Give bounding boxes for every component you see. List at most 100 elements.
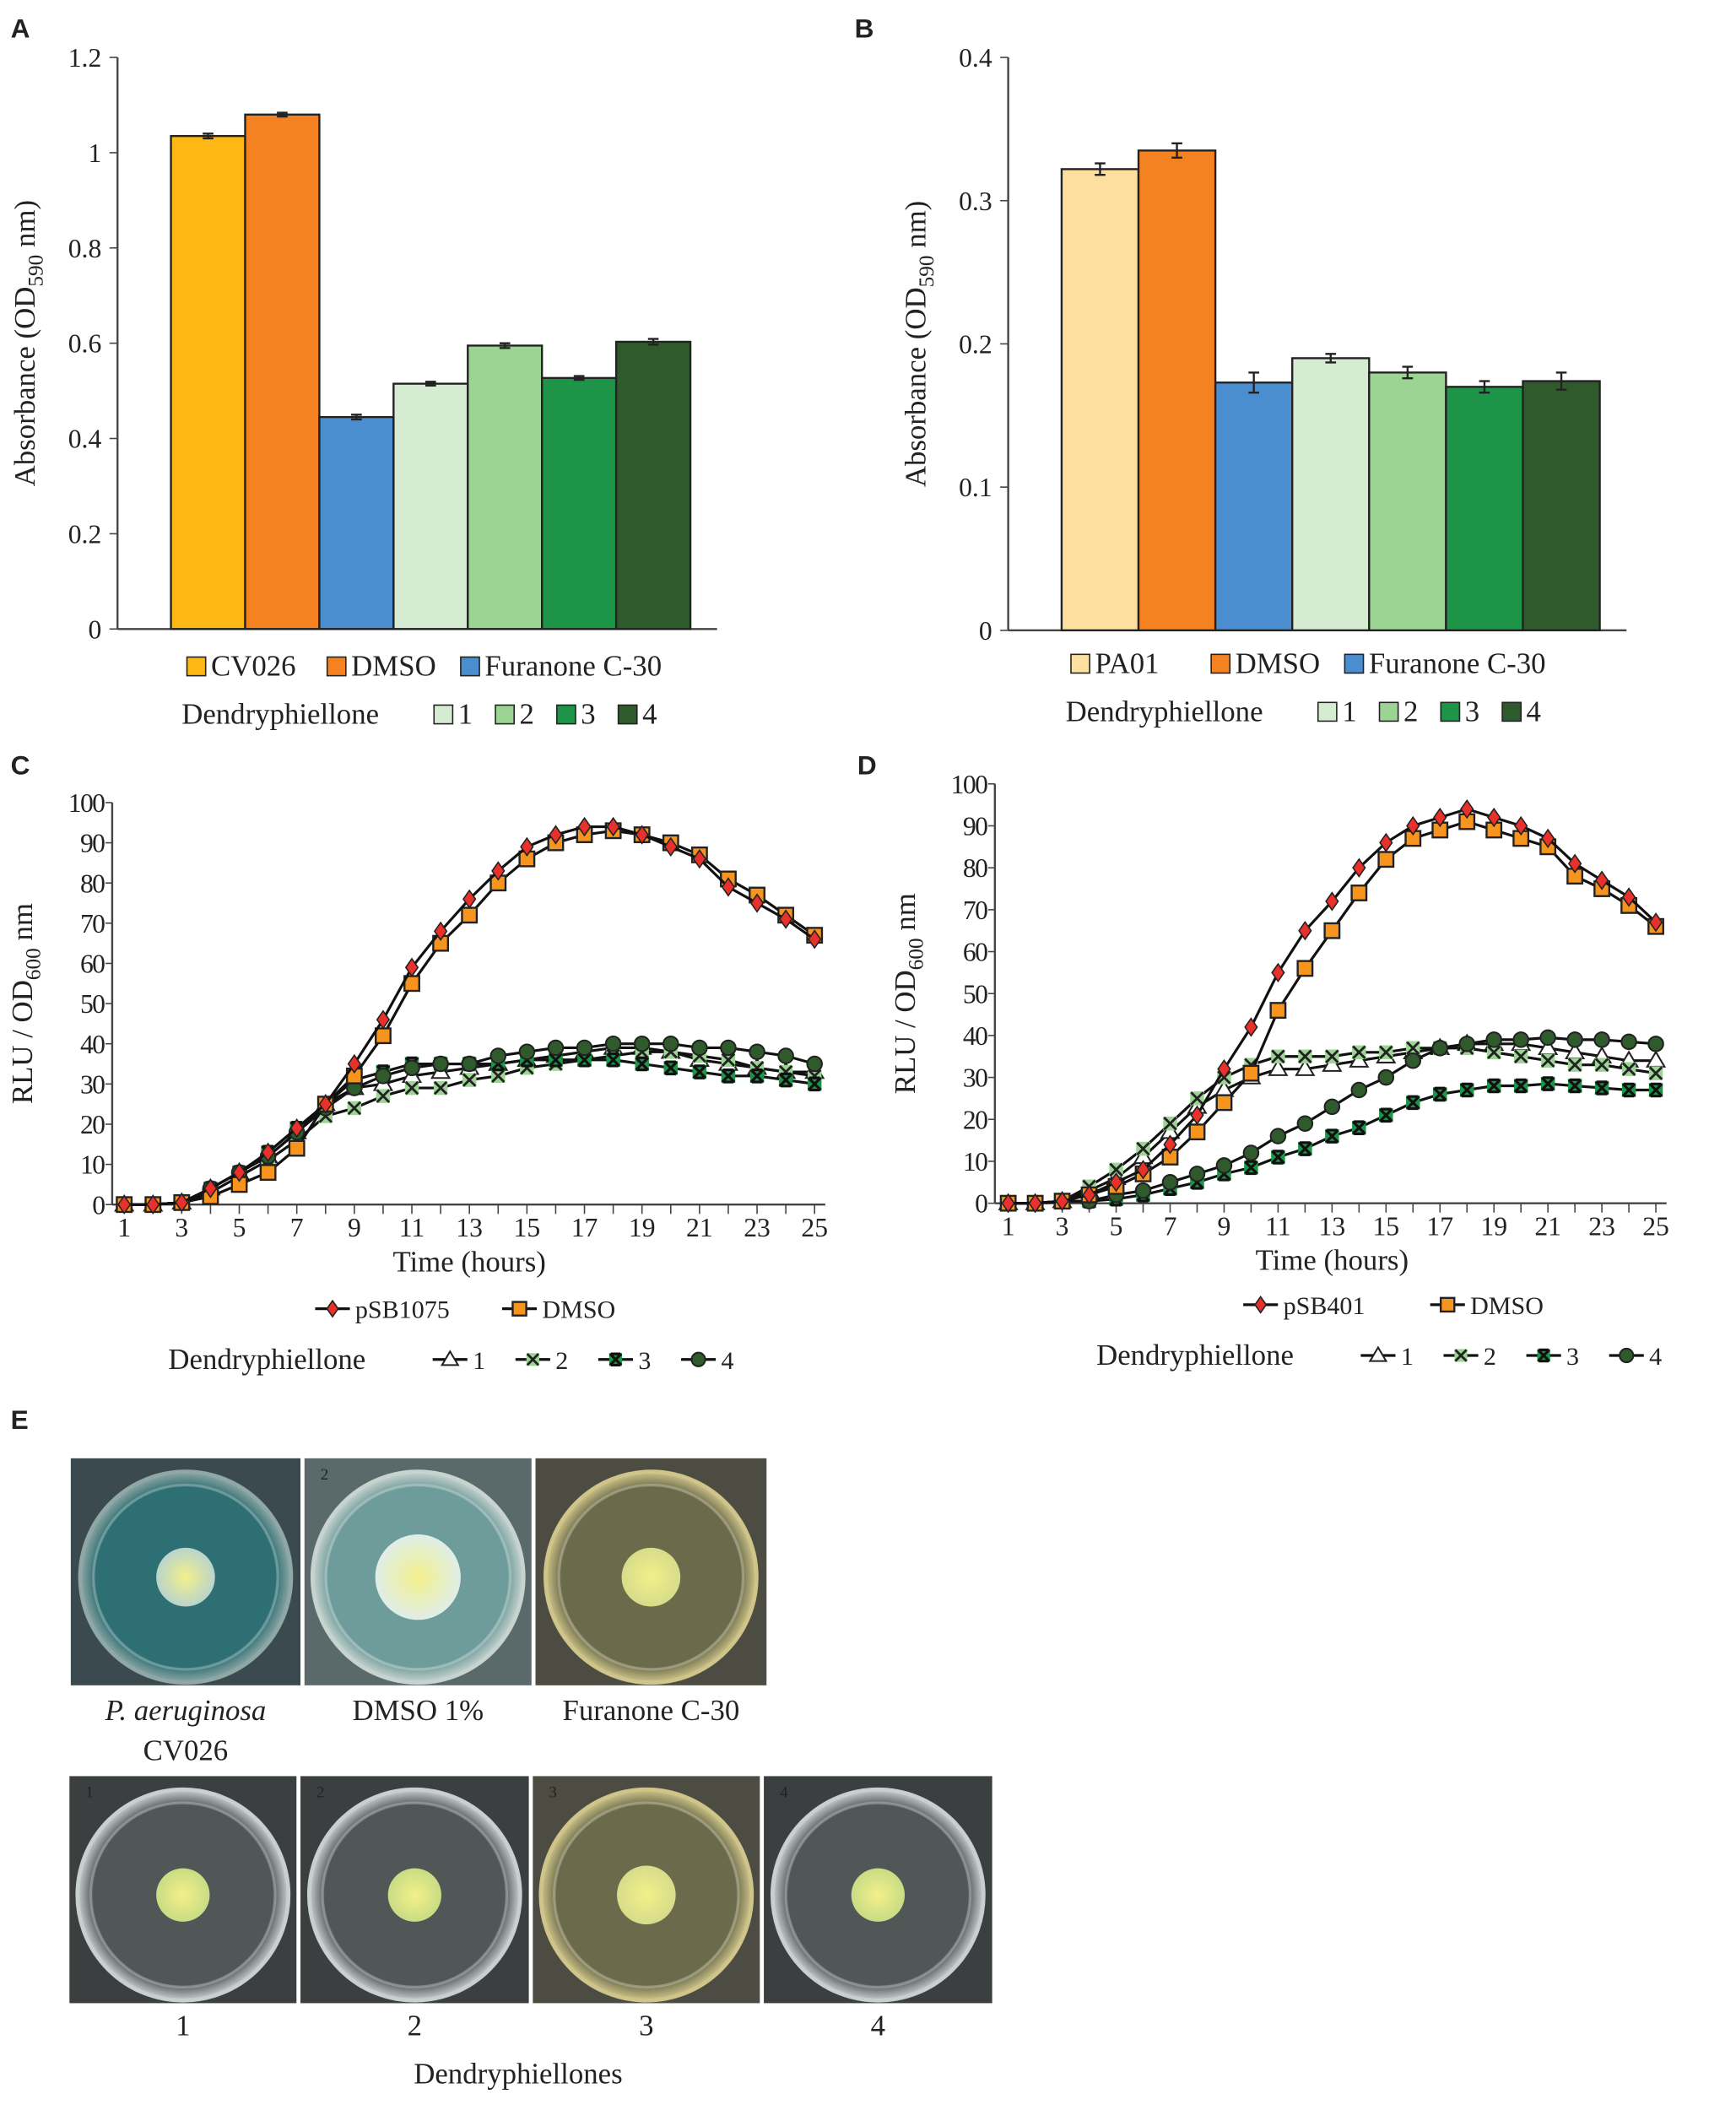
diamond-marker (1055, 1191, 1069, 1211)
x-marker (1648, 1066, 1663, 1080)
diamond-marker (808, 929, 822, 950)
legend-swatch (1210, 653, 1231, 674)
xbox-marker (1486, 1078, 1501, 1094)
legend-label: DMSO (1236, 647, 1321, 679)
ylabel-end: nm) (8, 200, 41, 255)
xbox-marker (1648, 1082, 1663, 1098)
legend-group-label: Dendryphiellone (168, 1343, 365, 1376)
triangle-marker (1322, 1054, 1343, 1072)
xbox-marker (1325, 1128, 1339, 1144)
dish-rim (321, 1801, 509, 1989)
diamond-marker (1487, 807, 1501, 828)
diamond-marker (1514, 815, 1528, 836)
y-tick-label: 0 (88, 614, 101, 644)
xbox-marker (606, 1052, 620, 1068)
series-line (1008, 820, 1658, 1205)
photo-row1-0 (70, 1458, 301, 1685)
x-marker (462, 1073, 477, 1087)
x-tick-label: 7 (1164, 1212, 1177, 1242)
x-tick-label: 9 (1218, 1212, 1231, 1242)
x-tick-label: 7 (290, 1213, 304, 1242)
diamond-marker (1433, 807, 1447, 828)
panel-label-b: B (855, 13, 874, 43)
y-tick-label: 0.3 (959, 187, 992, 216)
ylabel-main: RLU / OD (889, 970, 922, 1094)
colony (621, 1547, 681, 1607)
legend-group-label: Dendryphiellone (1096, 1339, 1294, 1372)
well-number: 2 (321, 1466, 328, 1484)
photo-row2-2: 3 (533, 1776, 760, 2004)
error-bar (1555, 371, 1567, 391)
error-bar (203, 133, 214, 140)
x-tick-label: 19 (1480, 1212, 1507, 1242)
bar-furanone-c-30 (1214, 381, 1294, 632)
x-marker (433, 1080, 448, 1096)
y-tick-label: 0.2 (68, 519, 102, 549)
circle-marker (1620, 1033, 1637, 1051)
xbox-marker (663, 1060, 679, 1076)
y-tick-label: 0.4 (959, 43, 992, 73)
photo-caption: Furanone C-30 (563, 1694, 740, 1727)
photo-caption-italic: P. aeruginosa (105, 1694, 267, 1727)
diamond-marker (175, 1193, 189, 1213)
y-tick-label: 0.1 (959, 473, 992, 502)
y-tick-label: 0 (979, 616, 992, 646)
x-tick-label: 21 (1534, 1212, 1561, 1242)
y-tick-label: 100 (951, 770, 987, 799)
y-tick-label: 70 (80, 909, 105, 939)
y-tick-label: 10 (963, 1147, 987, 1177)
circle-marker (662, 1035, 679, 1052)
diamond-marker (404, 957, 419, 977)
diamond-marker (606, 816, 620, 837)
diamond-marker (577, 816, 592, 837)
x-marker (1190, 1091, 1204, 1106)
legend-swatch (1378, 701, 1399, 722)
x-tick-label: 9 (348, 1213, 361, 1242)
x-tick-label: 25 (1642, 1212, 1669, 1242)
circle-marker (518, 1043, 536, 1061)
y-tick-label: 60 (80, 950, 105, 979)
legend-label: 1 (1342, 695, 1356, 728)
square-marker (1323, 922, 1341, 939)
legend-swatch (495, 704, 515, 725)
diamond-marker (376, 1009, 391, 1030)
diamond-marker (203, 1178, 218, 1198)
legend-label: Furanone C-30 (1369, 647, 1546, 679)
x-marker (1406, 1041, 1420, 1056)
legend-swatch (186, 656, 207, 677)
bar-dmso (244, 113, 321, 630)
bar-2 (1368, 371, 1447, 632)
circle-marker (1269, 1128, 1287, 1144)
y-tick-label: 90 (80, 829, 105, 858)
square-marker (1377, 851, 1395, 868)
diamond-marker (1001, 1193, 1015, 1214)
dish-rim (324, 1483, 512, 1671)
circle-marker (690, 1351, 706, 1367)
diamond-marker (1460, 798, 1474, 820)
legend-label: 3 (638, 1346, 651, 1375)
x-tick-label: 17 (571, 1213, 598, 1242)
xbox-marker (807, 1076, 822, 1092)
circle-marker (1458, 1036, 1475, 1052)
diamond-marker (721, 877, 736, 897)
circle-marker (1566, 1031, 1583, 1048)
circle-marker (432, 1055, 449, 1073)
y-tick-label: 1 (88, 138, 101, 168)
error-bar (425, 381, 436, 387)
circle-marker (1377, 1069, 1395, 1086)
x-tick-label: 25 (801, 1213, 828, 1242)
legend-label: Furanone C-30 (484, 650, 662, 683)
y-tick-label: 0.2 (959, 330, 992, 360)
legend-swatch (1501, 701, 1522, 722)
y-tick-label: 0 (975, 1189, 987, 1219)
diamond-marker (1406, 815, 1420, 836)
circle-marker (1161, 1174, 1179, 1191)
legend-label: pSB401 (1284, 1291, 1366, 1320)
legend-swatch (1070, 653, 1090, 674)
diamond-marker (1540, 828, 1555, 849)
xbox-marker (1567, 1078, 1582, 1094)
square-marker (1296, 960, 1314, 977)
xbox-marker (721, 1069, 736, 1084)
series-line (1008, 807, 1658, 1205)
circle-marker (1512, 1031, 1529, 1048)
